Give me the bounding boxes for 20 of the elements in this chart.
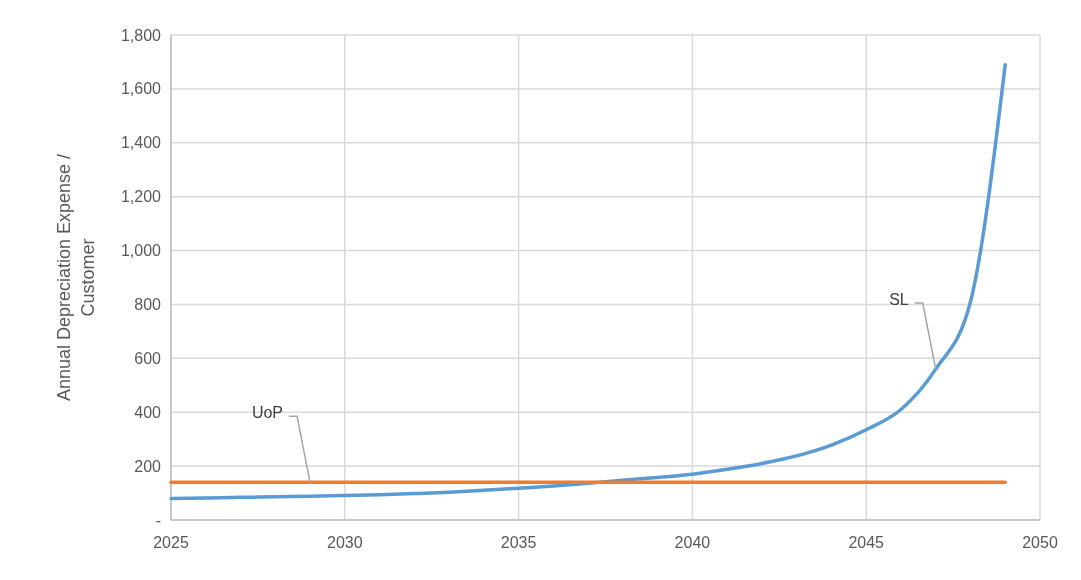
y-axis-title: Annual Depreciation Expense / Customer — [54, 153, 98, 402]
y-tick-label: 200 — [134, 457, 162, 475]
y-tick-label: 1,800 — [120, 26, 162, 44]
y-tick-label: 1,400 — [120, 134, 162, 152]
y-tick-label: 1,600 — [120, 80, 162, 98]
y-tick-label: 1,200 — [120, 188, 162, 206]
x-tick-label: 2050 — [1022, 534, 1058, 551]
y-tick-label: - — [155, 511, 161, 529]
y-tick-label: 1,000 — [120, 242, 162, 260]
line-series — [169, 62, 1007, 501]
annotation: SL — [889, 290, 909, 308]
annotation: UoP — [251, 403, 284, 421]
x-tick-label: 2025 — [153, 534, 189, 551]
y-tick-label: 400 — [134, 403, 162, 421]
y-tick-label: 600 — [134, 349, 162, 367]
x-tick-label: 2040 — [674, 534, 711, 551]
y-tick-label: 800 — [134, 296, 162, 314]
x-tick-label: 2030 — [327, 534, 363, 551]
x-tick-label: 2045 — [848, 534, 885, 551]
x-tick-label: 2035 — [500, 534, 537, 551]
